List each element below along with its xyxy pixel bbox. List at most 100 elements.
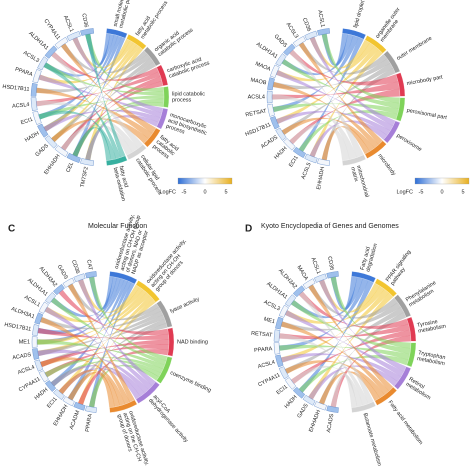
gene-arc [283,43,296,56]
gene-arc [304,30,318,41]
term-label: microbody [376,153,396,177]
gene-label: EHHADH [43,153,61,175]
gene-arc [32,69,42,84]
term-label: outer membrane [396,36,433,62]
gene-arc [32,348,40,360]
gene-arc [302,394,316,406]
gene-arc [66,152,81,163]
gene-arc [44,45,58,59]
gene-arc [38,370,49,383]
gene-label: HADH [273,146,288,161]
gene-label: ME1 [263,316,276,325]
gene-arc [304,153,318,164]
gene-label: ALDH1A1 [26,277,49,297]
term-arc [342,154,367,166]
gene-arc [292,285,306,298]
gene-arc [73,401,86,411]
gene-label: ALDH1A1 [27,31,49,52]
term-arc [106,155,128,166]
gene-arc [85,405,97,413]
gene-arc [80,28,94,36]
gene-label: ACSL1 [62,15,74,33]
term-arc [156,300,173,328]
term-label: process [172,97,192,103]
gene-arc [273,342,281,355]
gene-label: MAOA [254,61,272,73]
legend-bar [414,177,470,185]
panel-title: Molecular Function [88,223,147,230]
gene-arc [292,386,306,399]
term-arc [143,46,161,67]
term-arc [143,127,161,148]
term-label: metabolism [417,356,446,367]
term-label: lyase activity [169,296,200,314]
gene-arc [317,158,330,166]
gene-label: ACSL1 [316,10,325,28]
gene-arc [278,366,289,380]
term-arc [395,97,406,122]
term-arc [364,140,387,159]
gene-arc [54,145,69,158]
term-arc [109,271,138,285]
gene-arc [284,377,297,390]
term-label: process [165,124,185,136]
gene-arc [32,324,40,336]
term-label: metabolism [418,324,447,335]
legend-tick: 5 [461,189,464,195]
gene-label: ME1 [19,339,30,345]
term-arc [374,386,398,406]
gene-arc [32,110,42,125]
term-arc [406,342,417,368]
gene-arc [326,405,339,413]
gene-label: GADS [34,143,50,158]
gene-label: CD36 [70,259,80,274]
gene-label: MAOB [250,77,267,86]
gene-label: MAOA [295,265,309,282]
term-label: coenzyme binding [169,370,212,394]
term-label: lipid catabolic [172,91,205,97]
gene-arc [266,90,273,104]
gene-label: ALDH1A1 [265,281,288,301]
term-label: peroxisome [395,133,422,153]
term-arc [393,366,412,390]
term-arc [364,35,387,54]
gene-arc [73,273,86,283]
gene-label: PPARA [14,67,34,79]
gene-arc [62,396,75,407]
gene-label: TM7SF2 [80,166,90,188]
term-arc [342,28,367,40]
term-arc [395,72,406,97]
gene-label: ACSL4 [257,360,275,371]
gene-arc [66,31,81,42]
gene-arc [302,278,316,290]
term-label: lipid droplet [353,0,366,29]
gene-arc [80,158,94,166]
gene-label: ECI1 [20,117,33,127]
gene-arc [267,103,275,117]
legend-tick: -5 [182,189,187,195]
legend-tick: 0 [203,189,206,195]
gene-label: ACSL4 [12,102,30,110]
gene-label: ALDH1A1 [255,42,279,61]
gene-label: ACSL5 [301,162,313,180]
gene-arc [292,146,306,159]
term-label: Butanoate metabolism [362,413,383,468]
gene-arc [44,380,57,392]
gene-arc [31,336,38,348]
gene-arc [34,312,44,325]
gene-label: ACSL1 [23,295,41,309]
gene-arc [278,304,289,318]
term-arc [126,144,147,160]
gene-label: ACSL4 [17,365,35,377]
gene-arc [85,271,97,279]
gene-label: ACSL3 [22,50,40,64]
gene-label: GADS [296,403,309,420]
legend-tick: 5 [224,189,227,195]
gene-arc [34,359,44,372]
term-label: Tryptophan [418,350,446,361]
term-arc [156,356,173,384]
gene-arc [273,329,281,342]
gene-label: CD36 [301,17,312,32]
